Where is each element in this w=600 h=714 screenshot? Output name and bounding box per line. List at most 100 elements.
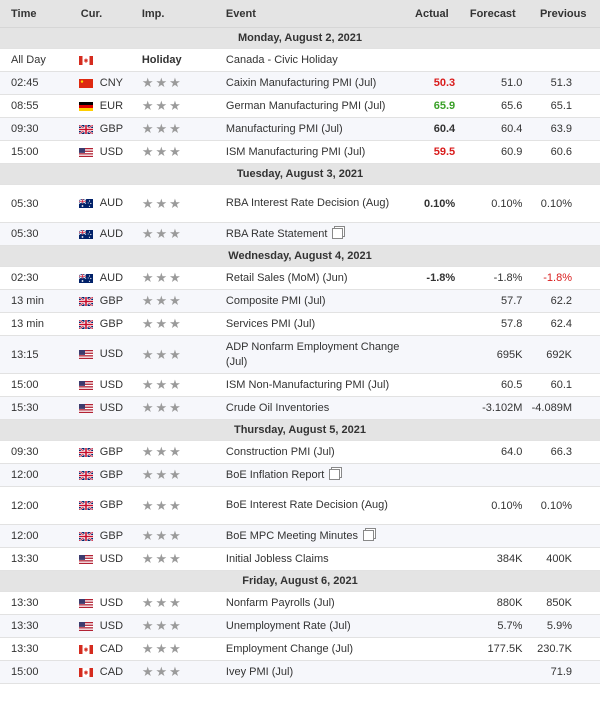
event-row[interactable]: 15:00 USD ★★★ ISM Non-Manufacturing PMI (Ju… [0, 373, 600, 397]
event-row[interactable]: 12:00 GBP ★★★ BoE Inflation Report [0, 463, 600, 487]
event-name[interactable]: Canada - Civic Holiday [225, 53, 338, 66]
event-name[interactable]: Construction PMI (Jul) [225, 445, 335, 458]
document-icon[interactable] [329, 469, 341, 481]
document-icon[interactable] [362, 530, 374, 542]
header-previous[interactable]: Previous [526, 0, 600, 28]
event-name[interactable]: German Manufacturing PMI (Jul) [225, 99, 386, 112]
importance-stars: ★★★ [142, 377, 183, 392]
star-icon: ★ [141, 121, 156, 136]
event-name[interactable]: Manufacturing PMI (Jul) [225, 122, 343, 135]
event-name-cell[interactable]: ADP Nonfarm Employment Change (Jul) [225, 335, 405, 374]
event-name[interactable]: Services PMI (Jul) [225, 317, 316, 330]
star-icon: ★ [141, 400, 156, 415]
event-actual [404, 312, 460, 336]
event-row[interactable]: 12:00 GBP ★★★ BoE Interest Rate Decision (A… [0, 486, 600, 525]
event-name-cell[interactable]: BoE MPC Meeting Minutes [225, 524, 405, 548]
event-name-cell[interactable]: German Manufacturing PMI (Jul) [225, 94, 405, 118]
event-row[interactable]: 09:30 GBP ★★★ Manufacturing PMI (Jul) 60.4 60… [0, 117, 600, 141]
star-icon: ★ [155, 497, 170, 513]
event-name[interactable]: ADP Nonfarm Employment Change (Jul) [225, 340, 400, 368]
event-name[interactable]: ISM Manufacturing PMI (Jul) [225, 145, 366, 158]
event-name-cell[interactable]: ISM Non-Manufacturing PMI (Jul) [225, 373, 405, 397]
event-name-cell[interactable]: Services PMI (Jul) [225, 312, 405, 336]
event-name[interactable]: Nonfarm Payrolls (Jul) [225, 596, 335, 609]
star-icon: ★ [169, 444, 183, 459]
event-name[interactable]: Retail Sales (MoM) (Jun) [225, 271, 348, 284]
event-row[interactable]: 05:30 AUD ★★★ RBA Interest Rate Decision (A… [0, 184, 600, 223]
event-row[interactable]: 13 min GBP ★★★ Services PMI (Jul) 57.8 62.4 [0, 312, 600, 336]
event-row[interactable]: 02:30 AUD ★★★ Retail Sales (MoM) (Jun) -1.8%… [0, 266, 600, 290]
event-importance: ★★★ [141, 486, 226, 525]
event-row[interactable]: 13:30 USD ★★★ Nonfarm Payrolls (Jul) 880K 850… [0, 591, 600, 615]
event-currency-cell: EUR [78, 94, 142, 118]
event-name[interactable]: BoE Interest Rate Decision (Aug) [225, 499, 388, 511]
header-event[interactable]: Event [225, 0, 405, 28]
event-row[interactable]: 08:55 EUR ★★★ German Manufacturing PMI (Jul… [0, 94, 600, 118]
header-forecast[interactable]: Forecast [459, 0, 527, 28]
event-name[interactable]: ISM Non-Manufacturing PMI (Jul) [225, 378, 390, 391]
event-row[interactable]: 12:00 GBP ★★★ BoE MPC Meeting Minutes [0, 524, 600, 548]
document-icon[interactable] [332, 228, 344, 240]
star-icon: ★ [141, 497, 156, 513]
event-actual [404, 463, 460, 487]
event-name-cell[interactable]: RBA Rate Statement [225, 222, 405, 246]
star-icon: ★ [169, 595, 183, 610]
event-name[interactable]: RBA Rate Statement [225, 227, 328, 240]
event-row[interactable]: 15:30 USD ★★★ Crude Oil Inventories -3.102M -… [0, 396, 600, 420]
event-name-cell[interactable]: Ivey PMI (Jul) [225, 660, 405, 684]
day-header-label: Monday, August 2, 2021 [0, 27, 600, 49]
event-name[interactable]: Caixin Manufacturing PMI (Jul) [225, 76, 377, 89]
header-time[interactable]: Time [0, 0, 79, 28]
event-name-cell[interactable]: Canada - Civic Holiday [225, 48, 405, 72]
event-name-cell[interactable]: Manufacturing PMI (Jul) [225, 117, 405, 141]
event-name-cell[interactable]: Nonfarm Payrolls (Jul) [225, 591, 405, 615]
event-name-cell[interactable]: RBA Interest Rate Decision (Aug) [225, 184, 405, 223]
flag-graphic [78, 667, 93, 677]
event-row[interactable]: 05:30 AUD ★★★ RBA Rate Statement [0, 222, 600, 246]
event-name[interactable]: BoE Inflation Report [225, 468, 325, 481]
event-name-cell[interactable]: BoE Interest Rate Decision (Aug) [225, 486, 405, 525]
event-name[interactable]: Employment Change (Jul) [225, 642, 354, 655]
event-name-cell[interactable]: Employment Change (Jul) [225, 637, 405, 661]
event-row[interactable]: 13:15 USD ★★★ ADP Nonfarm Employment Change… [0, 335, 600, 374]
event-row[interactable]: 15:00 USD ★★★ ISM Manufacturing PMI (Jul) 59… [0, 140, 600, 164]
event-name-cell[interactable]: Initial Jobless Claims [225, 547, 405, 571]
event-name-cell[interactable]: Caixin Manufacturing PMI (Jul) [225, 71, 405, 95]
event-name-cell[interactable]: Retail Sales (MoM) (Jun) [225, 266, 405, 290]
star-icon: ★ [141, 226, 156, 241]
event-actual [404, 614, 460, 638]
event-row[interactable]: 13:30 USD ★★★ Initial Jobless Claims 384K 400… [0, 547, 600, 571]
event-name[interactable]: Crude Oil Inventories [225, 401, 330, 414]
star-icon: ★ [141, 551, 156, 566]
event-row[interactable]: 15:00 CAD ★★★ Ivey PMI (Jul) 71.9 [0, 660, 600, 684]
event-name-cell[interactable]: BoE Inflation Report [225, 463, 405, 487]
header-importance[interactable]: Imp. [141, 0, 226, 28]
header-actual[interactable]: Actual [404, 0, 460, 28]
event-row[interactable]: 02:45 CNY ★★★ Caixin Manufacturing PMI (Jul… [0, 71, 600, 95]
event-name[interactable]: RBA Interest Rate Decision (Aug) [225, 197, 390, 209]
star-icon: ★ [169, 467, 183, 482]
event-row[interactable]: All Day Holiday Canada - Civic Holiday [0, 48, 600, 72]
event-row[interactable]: 13:30 CAD ★★★ Employment Change (Jul) 177.5K… [0, 637, 600, 661]
event-name-cell[interactable]: ISM Manufacturing PMI (Jul) [225, 140, 405, 164]
event-name[interactable]: Composite PMI (Jul) [225, 294, 326, 307]
event-name-cell[interactable]: Unemployment Rate (Jul) [225, 614, 405, 638]
event-name[interactable]: BoE MPC Meeting Minutes [225, 529, 358, 542]
event-row[interactable]: 13 min GBP ★★★ Composite PMI (Jul) 57.7 62.2 [0, 289, 600, 313]
event-name[interactable]: Unemployment Rate (Jul) [225, 619, 351, 632]
event-currency-cell: AUD [78, 266, 142, 290]
event-forecast: 64.0 [459, 440, 527, 464]
event-name-cell[interactable]: Crude Oil Inventories [225, 396, 405, 420]
event-name[interactable]: Initial Jobless Claims [225, 552, 329, 565]
header-currency[interactable]: Cur. [78, 0, 142, 28]
event-row[interactable]: 09:30 GBP ★★★ Construction PMI (Jul) 64.0 66.… [0, 440, 600, 464]
event-name[interactable]: Ivey PMI (Jul) [225, 665, 294, 678]
event-name-cell[interactable]: Construction PMI (Jul) [225, 440, 405, 464]
event-row[interactable]: 13:30 USD ★★★ Unemployment Rate (Jul) 5.7% 5.… [0, 614, 600, 638]
event-currency-cell: USD [78, 614, 142, 638]
importance-stars: ★★★ [142, 98, 183, 113]
star-icon: ★ [155, 226, 170, 241]
day-header-label: Thursday, August 5, 2021 [0, 419, 600, 441]
event-name-cell[interactable]: Composite PMI (Jul) [225, 289, 405, 313]
uk-flag-icon [78, 501, 93, 511]
